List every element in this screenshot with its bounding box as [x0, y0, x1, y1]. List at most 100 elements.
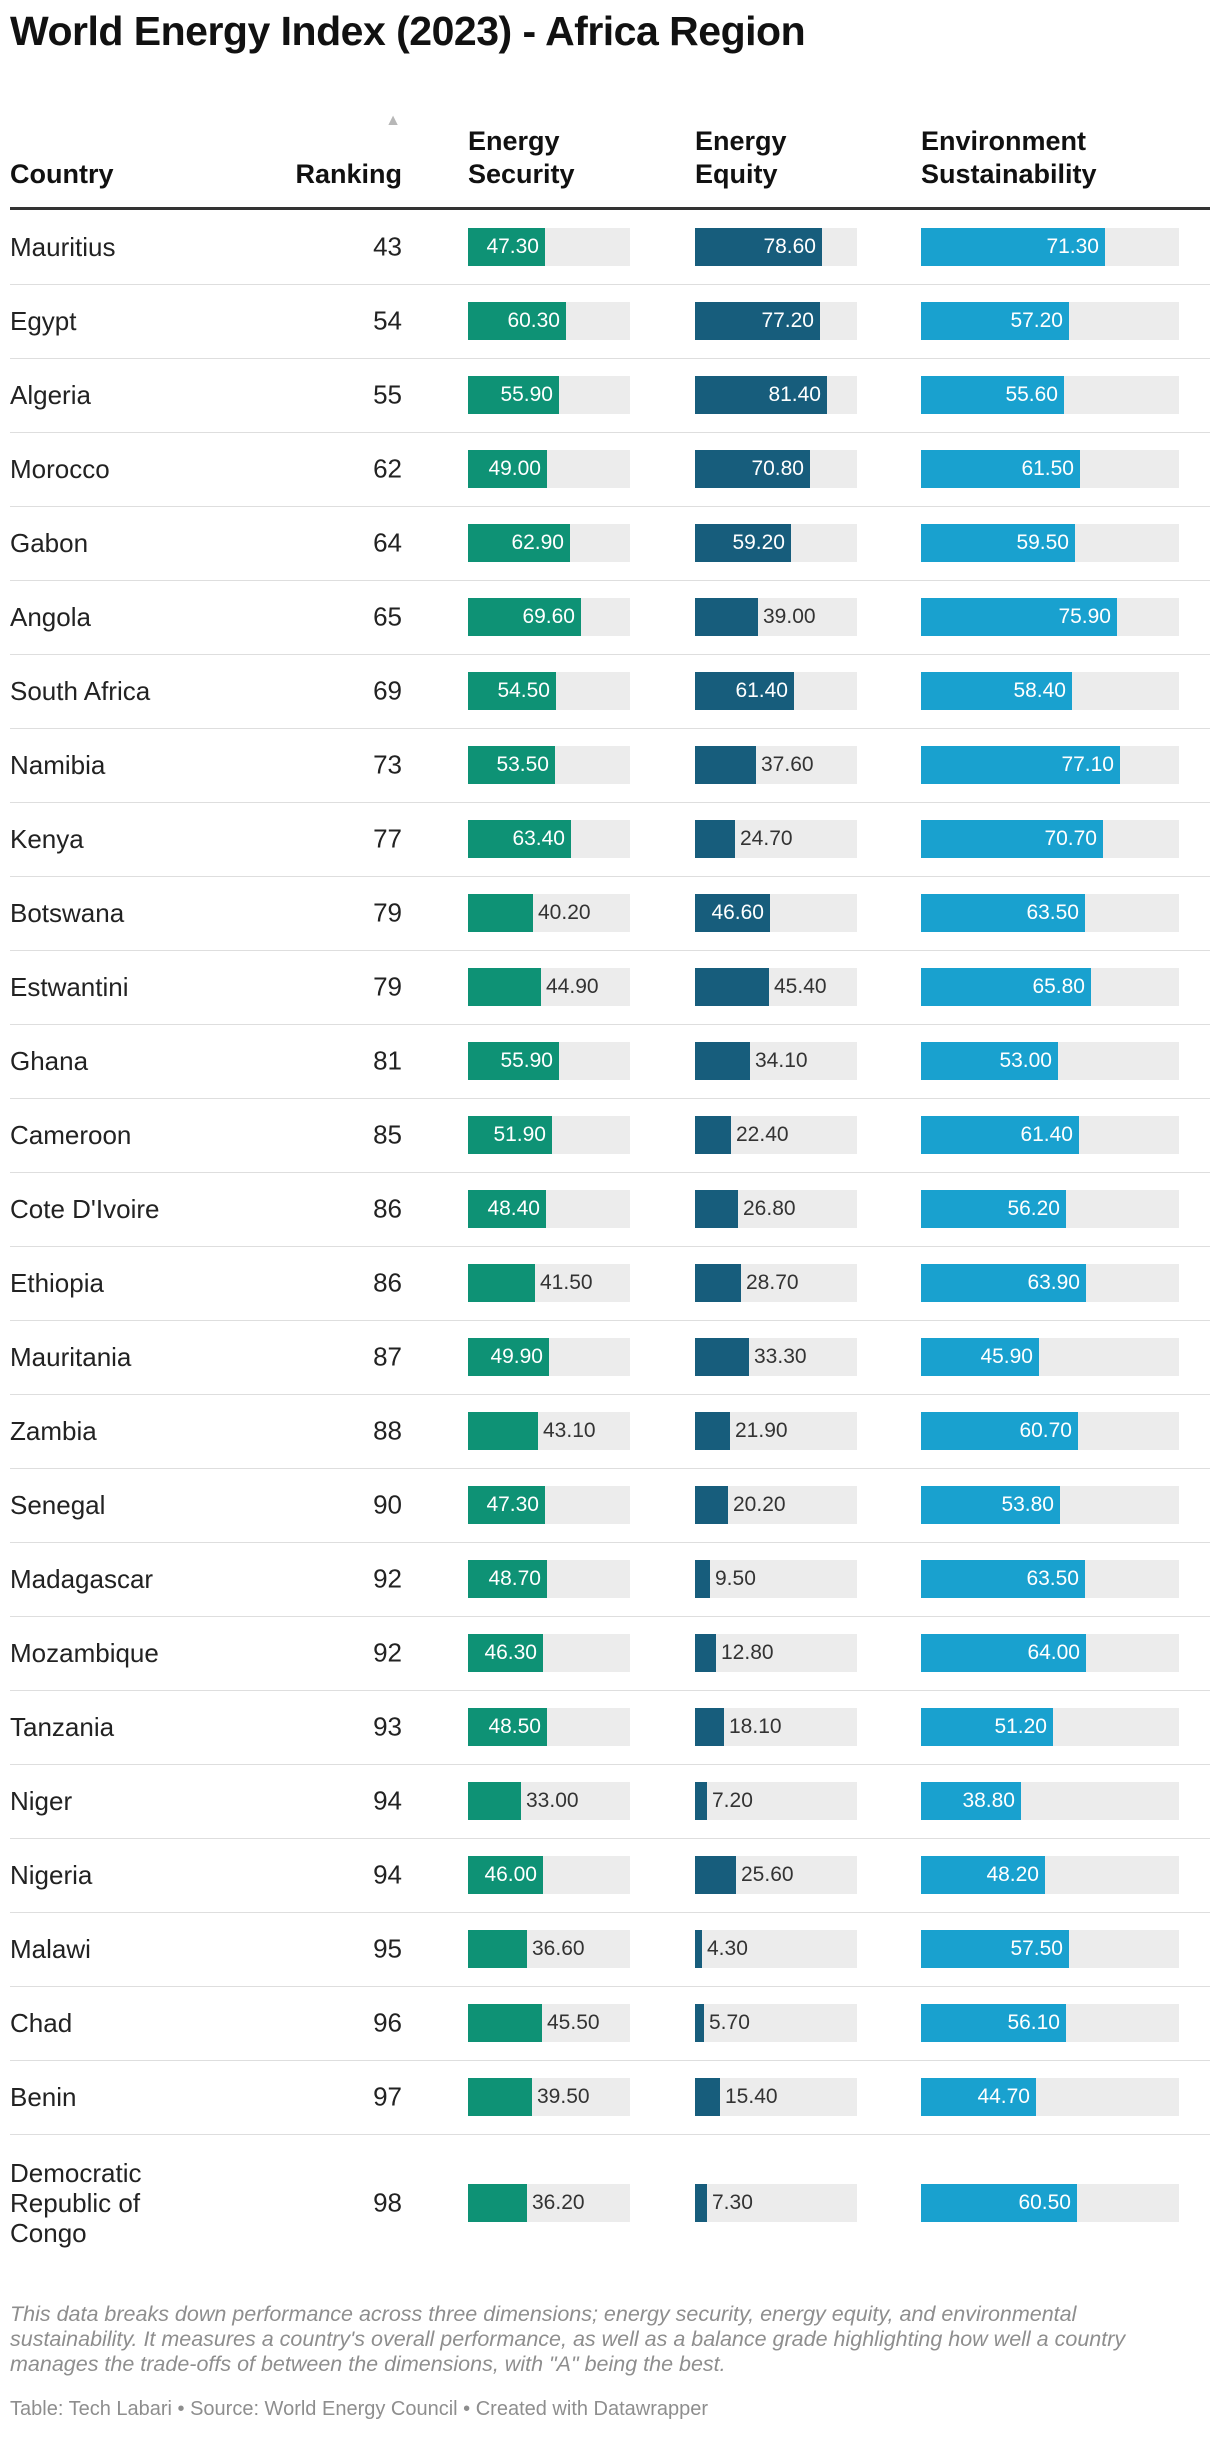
equity-bar	[695, 1634, 716, 1672]
sustainability-value-label: 56.20	[1007, 1197, 1060, 1220]
ranking-value: 62	[373, 453, 402, 484]
security-bar	[468, 746, 555, 784]
security-bar	[468, 672, 556, 710]
equity-bar-track: 39.00	[695, 598, 857, 636]
sustainability-bar	[921, 820, 1103, 858]
ranking-value: 86	[373, 1267, 402, 1298]
country-name: Namibia	[10, 750, 106, 780]
sustainability-bar	[921, 376, 1064, 414]
table-row: Estwantini 79 44.90 45.40 65.80	[10, 950, 1210, 1025]
sustainability-bar-track: 61.50	[921, 450, 1179, 488]
header-country[interactable]: Country	[10, 159, 114, 189]
security-value-label: 48.50	[488, 1715, 541, 1738]
sustainability-bar	[921, 1560, 1085, 1598]
security-value-label: 41.50	[540, 1271, 593, 1294]
equity-value-label: 39.00	[763, 605, 816, 628]
equity-value-label: 22.40	[736, 1123, 789, 1146]
security-bar-track: 46.00	[468, 1856, 630, 1894]
security-bar-track: 55.90	[468, 376, 630, 414]
sustainability-value-label: 63.50	[1026, 1567, 1079, 1590]
table-row: Kenya 77 63.40 24.70 70.70	[10, 802, 1210, 877]
security-value-label: 40.20	[538, 901, 591, 924]
table-row: Morocco 62 49.00 70.80 61.50	[10, 432, 1210, 507]
country-name: Benin	[10, 2082, 77, 2112]
sustainability-bar	[921, 1190, 1066, 1228]
equity-value-label: 7.30	[712, 2191, 753, 2214]
sustainability-bar-track: 64.00	[921, 1634, 1179, 1672]
security-value-label: 54.50	[497, 679, 550, 702]
equity-bar	[695, 746, 756, 784]
header-energy-equity[interactable]: Energy Equity	[695, 126, 787, 189]
security-bar	[468, 1708, 547, 1746]
sustainability-bar	[921, 746, 1120, 784]
sustainability-bar-track: 65.80	[921, 968, 1179, 1006]
security-bar-track: 45.50	[468, 2004, 630, 2042]
sustainability-value-label: 64.00	[1027, 1641, 1080, 1664]
equity-bar-track: 61.40	[695, 672, 857, 710]
equity-value-label: 4.30	[707, 1937, 748, 1960]
security-bar-track: 46.30	[468, 1634, 630, 1672]
security-bar	[468, 1486, 545, 1524]
sustainability-bar	[921, 1782, 1021, 1820]
sustainability-bar	[921, 1634, 1086, 1672]
sustainability-value-label: 45.90	[980, 1345, 1033, 1368]
table-row: Cameroon 85 51.90 22.40 61.40	[10, 1098, 1210, 1173]
table-row: Nigeria 94 46.00 25.60 48.20	[10, 1838, 1210, 1913]
header-ranking[interactable]: ▲ Ranking	[290, 113, 402, 191]
sustainability-bar-track: 55.60	[921, 376, 1179, 414]
equity-value-label: 5.70	[709, 2011, 750, 2034]
equity-bar	[695, 1116, 731, 1154]
sustainability-bar	[921, 228, 1105, 266]
sustainability-bar	[921, 2004, 1066, 2042]
equity-bar-track: 7.30	[695, 2184, 857, 2222]
equity-bar-track: 78.60	[695, 228, 857, 266]
country-name: Ghana	[10, 1046, 89, 1076]
header-energy-security[interactable]: Energy Security	[468, 126, 575, 189]
equity-bar	[695, 450, 810, 488]
sustainability-bar	[921, 1042, 1058, 1080]
country-name: Gabon	[10, 528, 89, 558]
header-environment-sustainability[interactable]: Environment Sustainability	[921, 126, 1097, 189]
sustainability-bar-track: 56.20	[921, 1190, 1179, 1228]
security-bar-track: 51.90	[468, 1116, 630, 1154]
sustainability-bar-track: 70.70	[921, 820, 1179, 858]
security-bar-track: 43.10	[468, 1412, 630, 1450]
ranking-value: 79	[373, 897, 402, 928]
security-value-label: 48.70	[488, 1567, 541, 1590]
equity-bar	[695, 672, 794, 710]
security-bar	[468, 1190, 546, 1228]
security-value-label: 49.90	[490, 1345, 543, 1368]
sustainability-value-label: 44.70	[977, 2085, 1030, 2108]
equity-bar-track: 59.20	[695, 524, 857, 562]
ranking-value: 81	[373, 1045, 402, 1076]
table-row: Mozambique 92 46.30 12.80 64.00	[10, 1616, 1210, 1691]
sustainability-bar	[921, 894, 1085, 932]
security-value-label: 36.20	[532, 2191, 585, 2214]
ranking-value: 92	[373, 1563, 402, 1594]
ranking-value: 69	[373, 675, 402, 706]
equity-bar	[695, 524, 791, 562]
security-bar-track: 36.60	[468, 1930, 630, 1968]
security-bar-track: 54.50	[468, 672, 630, 710]
equity-value-label: 28.70	[746, 1271, 799, 1294]
equity-bar-track: 7.20	[695, 1782, 857, 1820]
sustainability-value-label: 58.40	[1013, 679, 1066, 702]
country-name: Cote D'Ivoire	[10, 1194, 160, 1224]
security-bar	[468, 1634, 543, 1672]
sustainability-bar-track: 63.90	[921, 1264, 1179, 1302]
sustainability-bar	[921, 1116, 1079, 1154]
table-row: Senegal 90 47.30 20.20 53.80	[10, 1468, 1210, 1543]
equity-bar	[695, 820, 735, 858]
country-name: Zambia	[10, 1416, 97, 1446]
equity-bar-track: 34.10	[695, 1042, 857, 1080]
security-value-label: 43.10	[543, 1419, 596, 1442]
equity-value-label: 9.50	[715, 1567, 756, 1590]
security-value-label: 60.30	[507, 309, 560, 332]
equity-bar	[695, 1708, 724, 1746]
table-row: Niger 94 33.00 7.20 38.80	[10, 1764, 1210, 1839]
country-name: Egypt	[10, 306, 77, 336]
security-bar	[468, 1412, 538, 1450]
sustainability-bar-track: 77.10	[921, 746, 1179, 784]
ranking-value: 96	[373, 2007, 402, 2038]
security-value-label: 51.90	[493, 1123, 546, 1146]
